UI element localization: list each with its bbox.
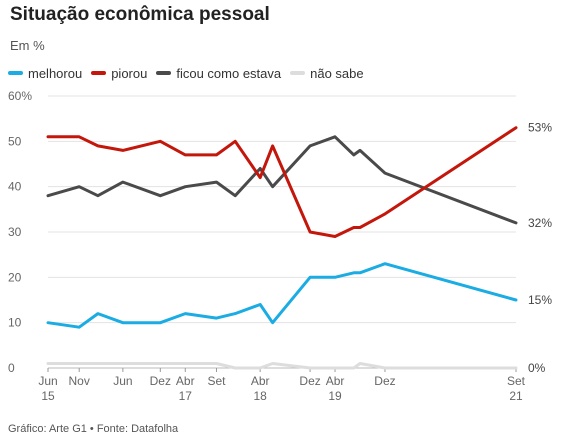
y-tick-label: 40 — [8, 180, 22, 194]
x-tick-label: Nov — [69, 374, 90, 388]
legend-swatch — [91, 71, 107, 75]
legend-label: melhorou — [28, 65, 83, 81]
x-tick-year: 17 — [179, 389, 193, 403]
end-value-label: 15% — [528, 293, 552, 307]
legend-swatch — [156, 71, 172, 75]
x-tick-label: Set — [207, 374, 226, 388]
chart-title: Situação econômica pessoal — [10, 4, 270, 25]
y-tick-label: 30 — [8, 225, 22, 239]
series-line-piorou — [46, 126, 518, 238]
y-tick-label: 10 — [8, 316, 22, 330]
legend-swatch — [290, 71, 306, 75]
legend-label: piorou — [111, 65, 148, 81]
legend: melhorou piorou ficou como estava não sa… — [8, 65, 373, 81]
legend-item-nao-sabe: não sabe — [290, 66, 364, 81]
x-tick-label: Jun — [38, 374, 57, 388]
y-tick-label: 20 — [8, 270, 22, 284]
x-tick-label: Abr — [251, 374, 270, 388]
x-tick-label: Dez — [299, 374, 320, 388]
legend-label: não sabe — [310, 65, 364, 81]
x-tick-label: Dez — [374, 374, 395, 388]
y-tick-label: 50 — [8, 134, 22, 148]
legend-label: ficou como estava — [176, 65, 282, 81]
series-line-não-sabe — [46, 362, 518, 370]
legend-swatch — [8, 71, 23, 75]
x-tick-year: 19 — [328, 389, 342, 403]
end-value-label: 53% — [528, 121, 552, 135]
legend-item-melhorou: melhorou — [8, 66, 82, 81]
chart-subtitle: Em % — [10, 38, 45, 53]
x-tick-label: Dez — [150, 374, 171, 388]
x-tick-label: Abr — [176, 374, 195, 388]
y-tick-label: 0 — [8, 361, 15, 375]
series-line-ficou-como-estava — [46, 135, 518, 225]
end-value-label: 0% — [528, 361, 546, 375]
x-tick-year: 15 — [41, 389, 55, 403]
x-tick-label: Jun — [113, 374, 132, 388]
legend-item-ficou-como-estava: ficou como estava — [156, 66, 281, 81]
series-line-melhorou — [46, 262, 518, 329]
x-tick-year: 21 — [509, 389, 523, 403]
x-tick-label: Set — [507, 374, 526, 388]
y-tick-label: 60% — [8, 89, 32, 103]
x-tick-year: 18 — [253, 389, 267, 403]
chart-source: Gráfico: Arte G1 • Fonte: Datafolha — [8, 423, 179, 435]
legend-item-piorou: piorou — [91, 66, 147, 81]
x-tick-label: Abr — [326, 374, 345, 388]
end-value-label: 32% — [528, 216, 552, 230]
